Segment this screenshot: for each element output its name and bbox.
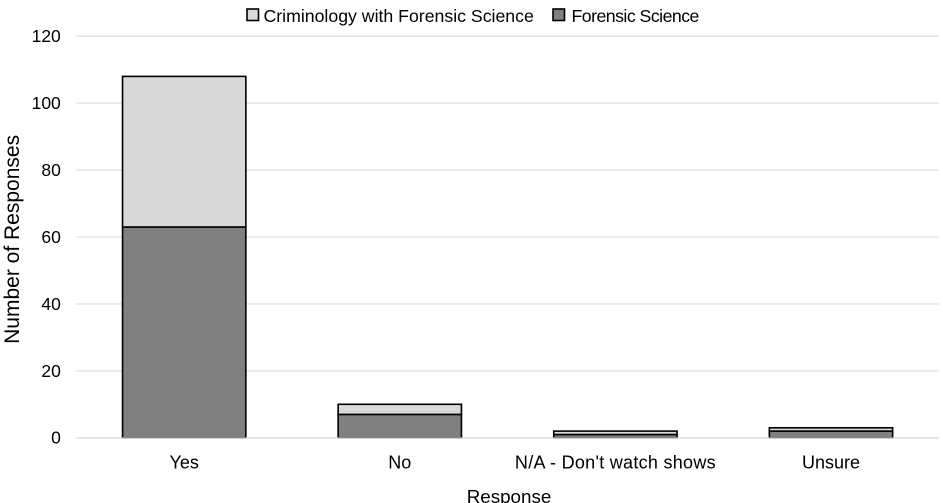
svg-text:120: 120 xyxy=(32,26,61,46)
svg-text:Number of Responses: Number of Responses xyxy=(1,135,24,344)
svg-text:80: 80 xyxy=(41,160,61,180)
svg-text:Forensic Science: Forensic Science xyxy=(572,6,700,26)
svg-text:60: 60 xyxy=(41,227,61,247)
svg-text:0: 0 xyxy=(51,428,61,448)
svg-text:Unsure: Unsure xyxy=(802,453,860,473)
svg-text:20: 20 xyxy=(41,361,61,381)
svg-text:No: No xyxy=(388,453,411,473)
svg-text:N/A - Don't watch shows: N/A - Don't watch shows xyxy=(515,453,716,473)
svg-text:Response: Response xyxy=(467,486,552,503)
svg-text:Yes: Yes xyxy=(170,453,199,473)
svg-text:40: 40 xyxy=(41,294,61,314)
svg-text:Criminology with Forensic Scie: Criminology with Forensic Science xyxy=(264,6,534,26)
svg-text:100: 100 xyxy=(32,93,61,113)
